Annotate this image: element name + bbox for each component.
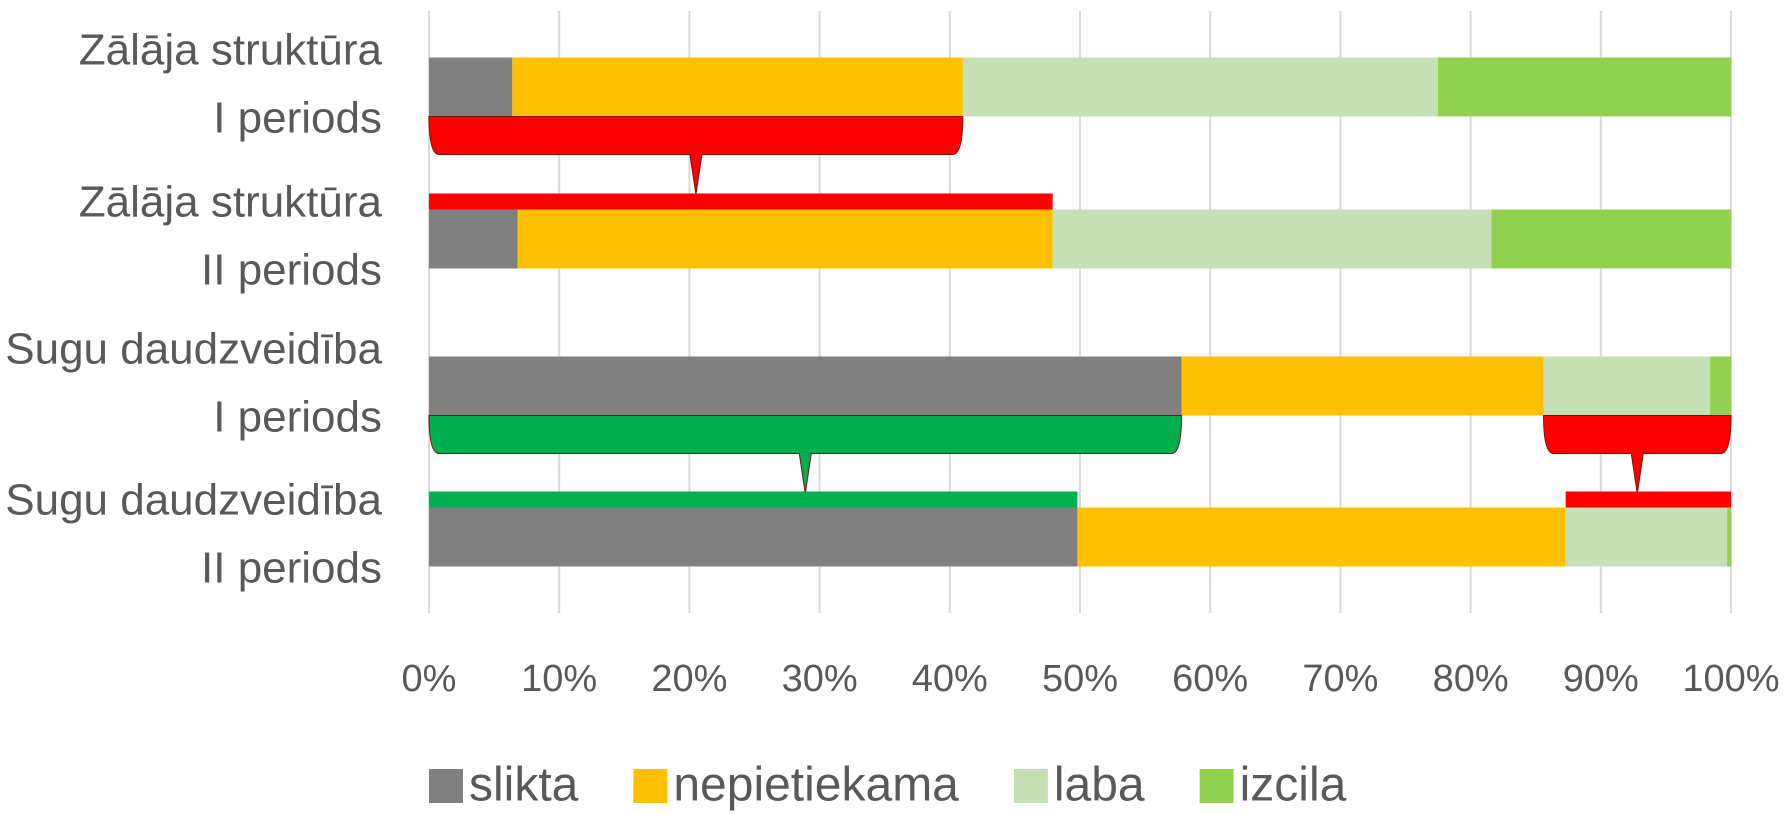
x-tick-label: 20% <box>651 658 727 700</box>
change-brace <box>428 116 964 195</box>
legend-swatch <box>1013 769 1048 803</box>
bar-segment <box>517 209 1053 269</box>
x-tick-label: 90% <box>1563 658 1639 700</box>
x-tick-label: 0% <box>402 658 457 700</box>
x-tick-label: 50% <box>1042 658 1118 700</box>
bar-segment <box>1543 356 1711 416</box>
x-tick-label: 70% <box>1302 658 1378 700</box>
category-label: Sugu daudzveidība <box>5 476 382 525</box>
category-label: Sugu daudzveidība <box>5 325 382 374</box>
legend-label: slikta <box>469 759 579 812</box>
legend-swatch <box>429 769 463 803</box>
bar-segment <box>1491 209 1731 269</box>
legend-swatch <box>633 769 668 803</box>
bar-segment <box>962 57 1439 117</box>
category-label: Zālāja struktūra <box>79 178 383 227</box>
bar-segment <box>1710 356 1731 416</box>
bar-segment <box>512 57 963 117</box>
x-tick-label: 80% <box>1433 658 1509 700</box>
bar-segment <box>1052 209 1492 269</box>
category-label: I periods <box>213 94 382 143</box>
bar-segment <box>429 57 513 117</box>
category-label: II periods <box>201 544 382 593</box>
x-tick-label: 100% <box>1682 658 1779 700</box>
legend-label: nepietiekama <box>673 759 959 812</box>
change-bar <box>1565 491 1731 508</box>
change-bar <box>429 193 1053 210</box>
x-tick-label: 10% <box>521 658 597 700</box>
x-tick-label: 30% <box>782 658 858 700</box>
change-brace <box>1543 415 1732 494</box>
bar-segment <box>1077 507 1566 567</box>
bar-segment <box>429 507 1078 567</box>
category-label: Zālāja struktūra <box>79 26 383 75</box>
category-label: I periods <box>213 393 382 442</box>
bar-segment <box>1727 507 1731 567</box>
change-brace <box>428 415 1183 494</box>
legend-swatch <box>1199 769 1234 803</box>
x-tick-label: 60% <box>1172 658 1248 700</box>
bar-segment <box>429 209 518 269</box>
bar-segment <box>1181 356 1544 416</box>
legend-label: laba <box>1054 759 1145 812</box>
category-label: II periods <box>201 246 382 295</box>
legend-label: izcila <box>1240 759 1347 812</box>
change-bar <box>429 491 1078 508</box>
x-tick-label: 40% <box>912 658 988 700</box>
bar-segment <box>429 356 1182 416</box>
bar-segment <box>1438 57 1731 117</box>
bar-segment <box>1565 507 1728 567</box>
